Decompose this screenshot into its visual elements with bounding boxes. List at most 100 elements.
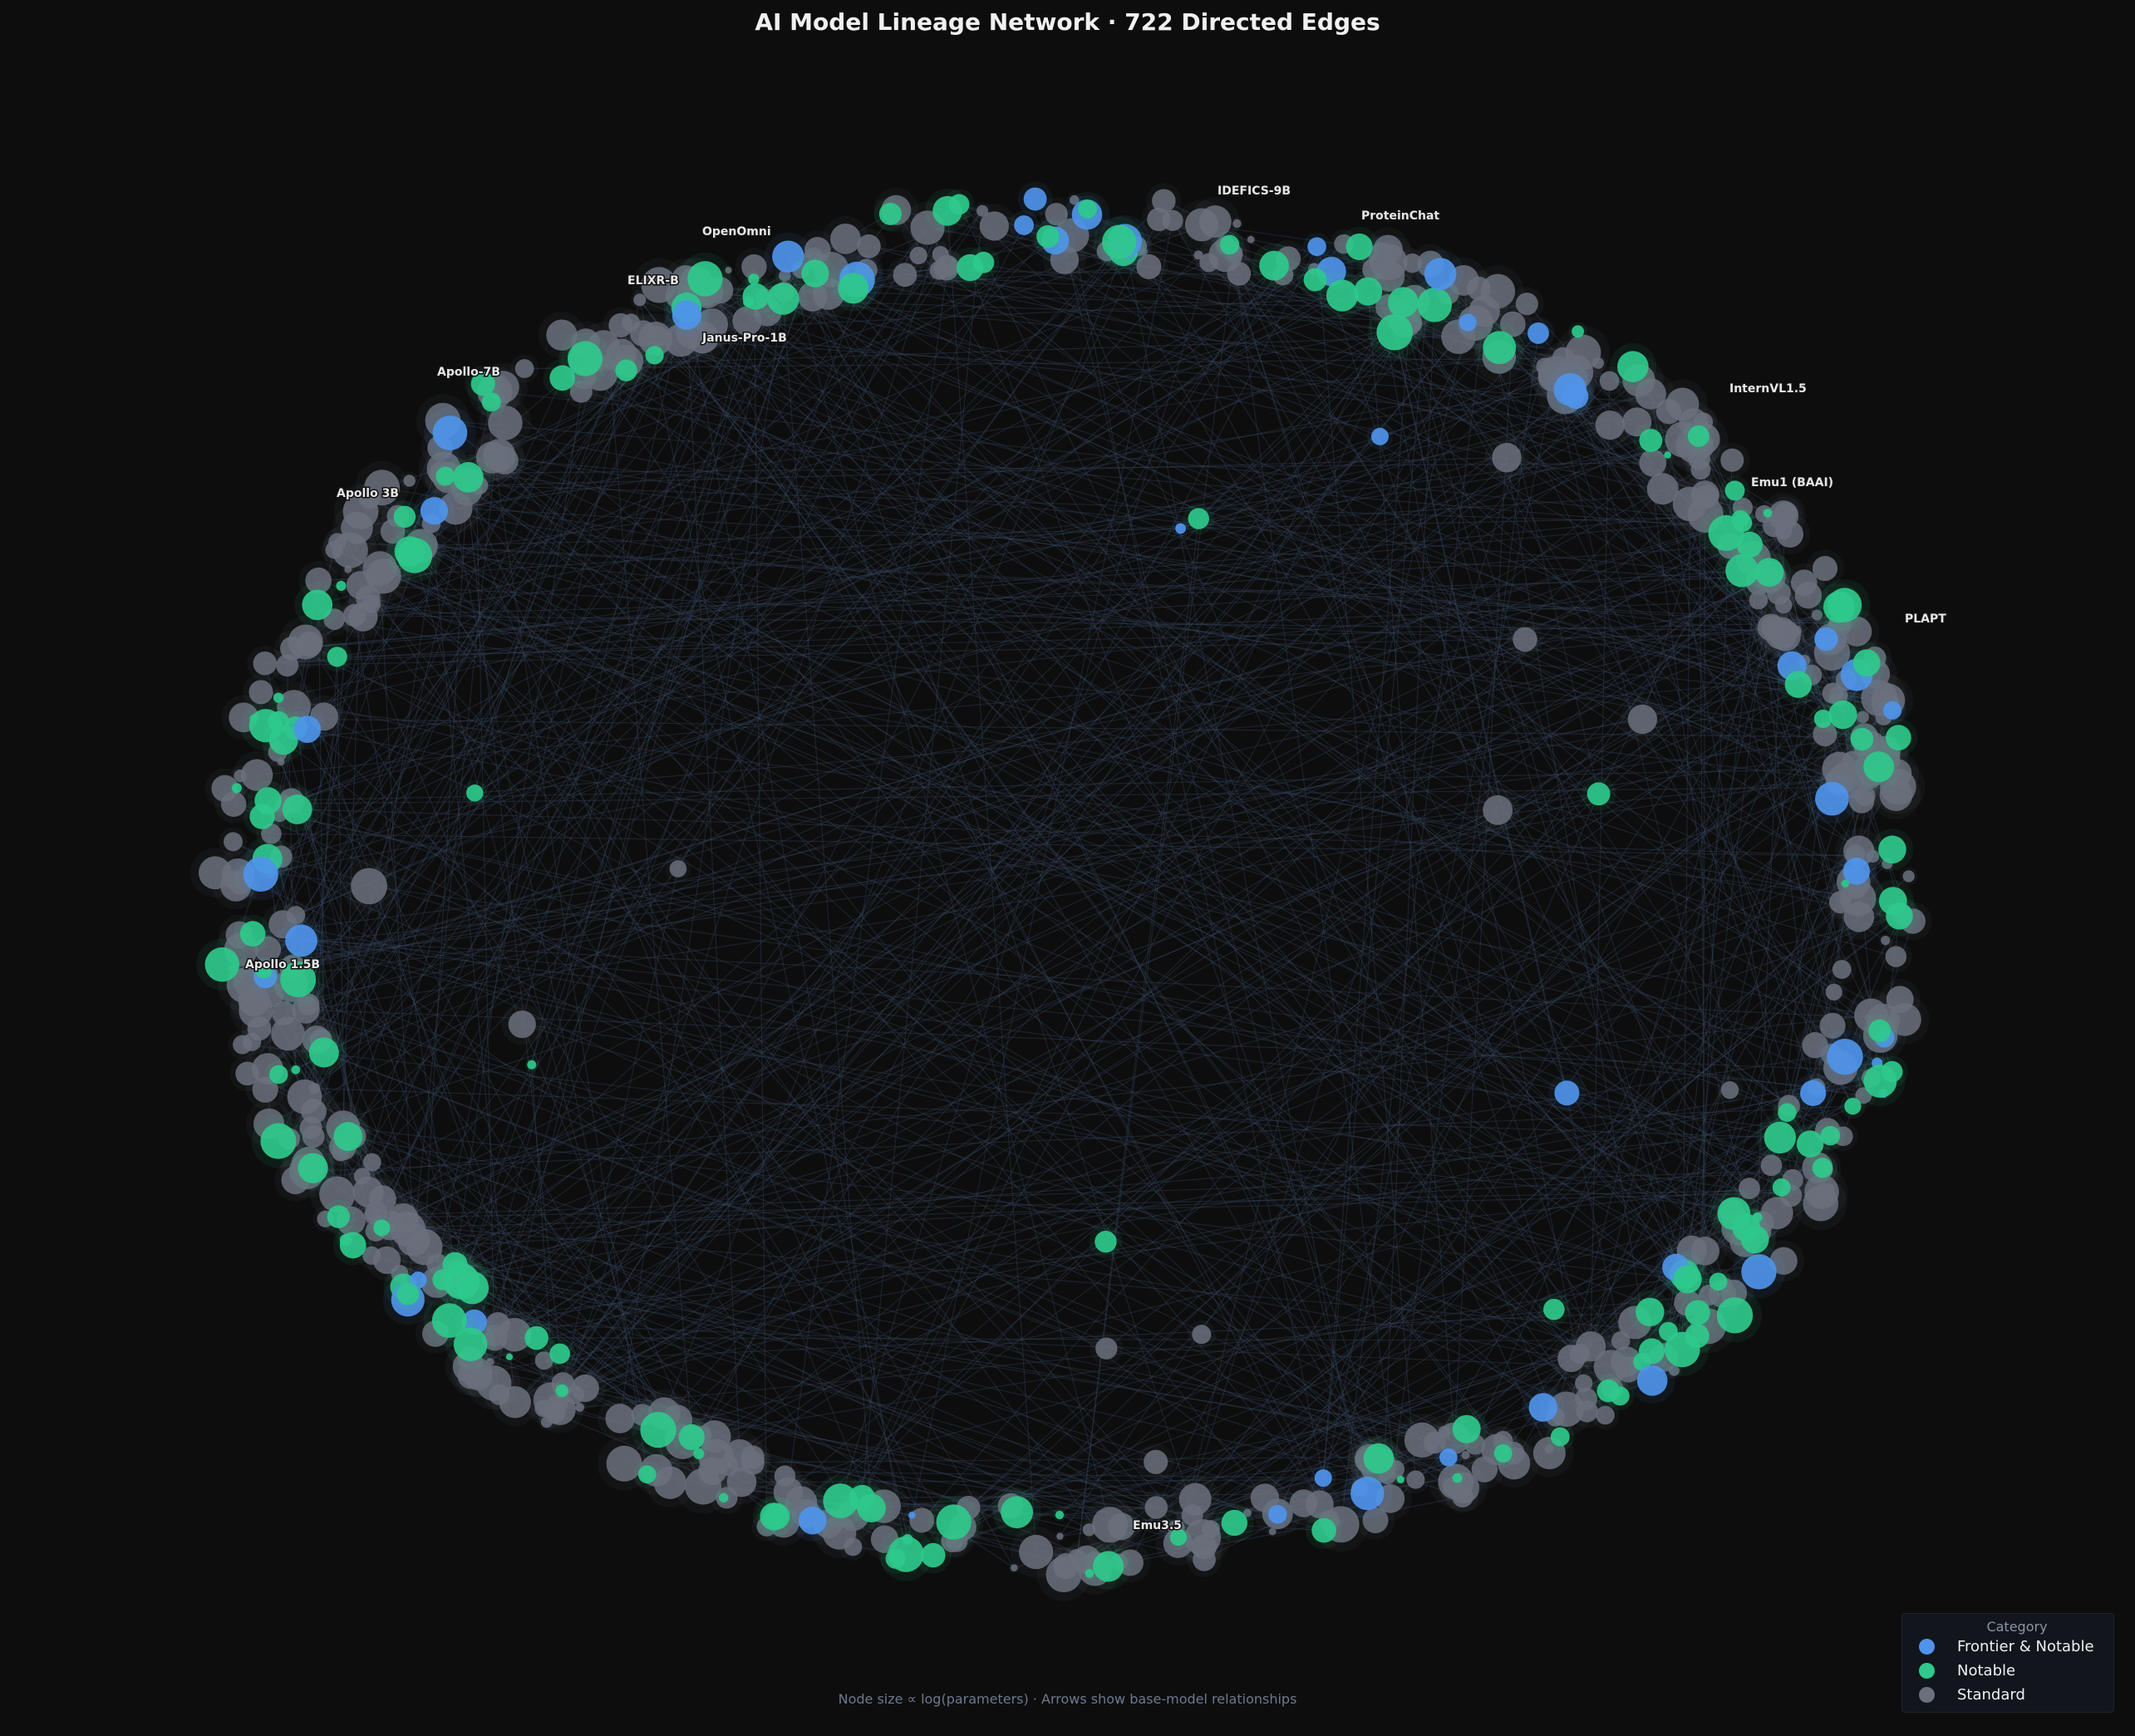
standard-node[interactable] [362, 1153, 381, 1172]
notable-node[interactable] [1055, 1510, 1065, 1520]
notable-node[interactable] [268, 1065, 288, 1084]
standard-node[interactable] [211, 775, 239, 802]
notable-node[interactable] [260, 1123, 297, 1159]
standard-node[interactable] [1720, 448, 1744, 472]
frontier-node[interactable] [1636, 1365, 1668, 1396]
notable-node[interactable] [1085, 1569, 1095, 1578]
frontier-node[interactable] [1314, 1469, 1332, 1488]
standard-node[interactable] [534, 1351, 553, 1370]
standard-node[interactable] [857, 234, 881, 258]
standard-node[interactable] [1136, 253, 1162, 280]
standard-node[interactable] [822, 1515, 857, 1550]
standard-node[interactable] [1468, 295, 1500, 327]
standard-node[interactable] [605, 1404, 635, 1434]
standard-node[interactable] [1147, 207, 1171, 232]
standard-node[interactable] [1243, 1508, 1252, 1517]
standard-node[interactable] [1402, 253, 1423, 273]
standard-node[interactable] [1794, 582, 1823, 609]
standard-node[interactable] [1739, 1178, 1760, 1200]
notable-node[interactable] [1188, 508, 1209, 529]
notable-node[interactable] [1778, 1103, 1797, 1122]
standard-node[interactable] [622, 313, 641, 332]
notable-node[interactable] [336, 580, 347, 592]
notable-node[interactable] [1169, 1528, 1188, 1547]
notable-node[interactable] [1863, 1065, 1897, 1099]
notable-node[interactable] [1543, 1298, 1565, 1320]
frontier-node[interactable] [799, 1506, 827, 1535]
standard-node[interactable] [292, 996, 320, 1024]
standard-node[interactable] [1622, 407, 1652, 437]
standard-node[interactable] [1690, 460, 1711, 480]
standard-node[interactable] [1483, 794, 1513, 825]
standard-node[interactable] [1144, 1496, 1168, 1519]
notable-node[interactable] [339, 1232, 366, 1259]
notable-node[interactable] [1664, 451, 1671, 459]
standard-node[interactable] [909, 1507, 935, 1533]
standard-node[interactable] [1499, 311, 1526, 337]
standard-node[interactable] [1193, 250, 1203, 260]
notable-node[interactable] [1221, 1509, 1247, 1537]
standard-node[interactable] [773, 1477, 804, 1507]
notable-node[interactable] [470, 371, 495, 396]
standard-node[interactable] [240, 759, 273, 791]
standard-node[interactable] [1592, 357, 1605, 369]
standard-node[interactable] [1902, 870, 1915, 883]
notable-node[interactable] [1095, 1231, 1117, 1253]
notable-node[interactable] [204, 947, 240, 982]
notable-node[interactable] [1685, 1323, 1709, 1349]
standard-node[interactable] [362, 1246, 381, 1265]
notable-node[interactable] [505, 1353, 514, 1360]
standard-node[interactable] [253, 651, 278, 676]
standard-node[interactable] [280, 636, 305, 661]
notable-node[interactable] [549, 1343, 570, 1365]
standard-node[interactable] [741, 1452, 751, 1462]
notable-node[interactable] [524, 1325, 549, 1350]
notable-node[interactable] [1673, 1265, 1702, 1294]
notable-node[interactable] [1731, 509, 1749, 528]
standard-node[interactable] [1461, 1450, 1470, 1460]
standard-node[interactable] [1117, 1549, 1144, 1576]
notable-node[interactable] [333, 1122, 363, 1152]
notable-node[interactable] [280, 961, 317, 998]
notable-node[interactable] [432, 1269, 454, 1291]
standard-node[interactable] [484, 445, 503, 464]
notable-node[interactable] [1736, 531, 1764, 558]
standard-node[interactable] [1069, 194, 1080, 205]
standard-node[interactable] [1247, 235, 1255, 243]
notable-node[interactable] [1387, 287, 1419, 318]
standard-node[interactable] [1595, 410, 1625, 440]
standard-node[interactable] [1879, 778, 1913, 812]
frontier-node[interactable] [1350, 1476, 1385, 1511]
standard-node[interactable] [546, 319, 578, 352]
notable-node[interactable] [1709, 1272, 1728, 1291]
standard-node[interactable] [1774, 596, 1793, 614]
notable-node[interactable] [1852, 649, 1881, 677]
standard-node[interactable] [1857, 711, 1869, 724]
notable-node[interactable] [1036, 224, 1060, 248]
standard-node[interactable] [388, 1202, 419, 1234]
standard-node[interactable] [1823, 1183, 1835, 1195]
standard-node[interactable] [669, 860, 687, 878]
standard-node[interactable] [1646, 473, 1679, 505]
notable-node[interactable] [1219, 234, 1240, 255]
standard-node[interactable] [1822, 682, 1844, 704]
frontier-node[interactable] [1439, 1448, 1458, 1467]
frontier-node[interactable] [1883, 701, 1902, 720]
standard-node[interactable] [364, 1207, 381, 1225]
notable-node[interactable] [1093, 1551, 1124, 1582]
notable-node[interactable] [442, 1252, 468, 1277]
standard-node[interactable] [261, 823, 282, 844]
standard-node[interactable] [1575, 1374, 1593, 1393]
standard-node[interactable] [1201, 1520, 1220, 1539]
standard-node[interactable] [1438, 1425, 1451, 1438]
standard-node[interactable] [247, 1016, 272, 1041]
notable-node[interactable] [555, 1384, 568, 1398]
standard-node[interactable] [1232, 219, 1242, 229]
standard-node[interactable] [403, 475, 416, 487]
standard-node[interactable] [1669, 1365, 1680, 1376]
standard-node[interactable] [893, 263, 917, 288]
standard-node[interactable] [830, 223, 861, 254]
standard-node[interactable] [1639, 449, 1667, 477]
notable-node[interactable] [763, 1502, 790, 1530]
notable-node[interactable] [921, 1542, 946, 1568]
